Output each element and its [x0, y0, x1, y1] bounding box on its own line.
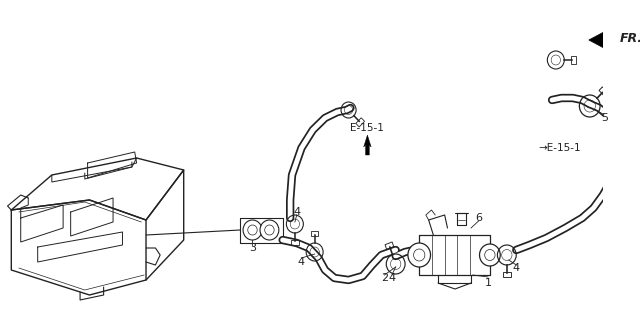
Text: E-15-1: E-15-1	[351, 123, 385, 133]
Circle shape	[243, 220, 262, 240]
Text: 4: 4	[388, 273, 396, 283]
Text: 4: 4	[513, 263, 520, 273]
Text: 6: 6	[475, 213, 482, 223]
Circle shape	[260, 220, 279, 240]
Text: 1: 1	[484, 278, 492, 288]
Text: FR.: FR.	[620, 31, 640, 45]
Text: →E-15-1: →E-15-1	[539, 143, 582, 153]
Text: 2: 2	[381, 273, 388, 283]
Text: 3: 3	[249, 243, 256, 253]
Text: 5: 5	[602, 113, 608, 123]
Circle shape	[479, 244, 500, 266]
Text: 4: 4	[298, 257, 305, 267]
Polygon shape	[589, 22, 631, 50]
Text: 4: 4	[293, 207, 300, 217]
Circle shape	[408, 243, 431, 267]
Polygon shape	[364, 135, 371, 155]
